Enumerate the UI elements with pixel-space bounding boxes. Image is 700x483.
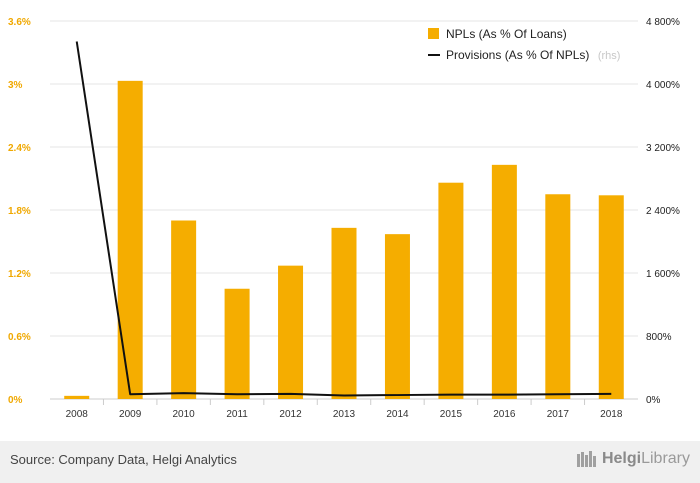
- x-tick-label: 2013: [333, 409, 356, 420]
- bar-2010: [171, 220, 197, 399]
- x-tick-label: 2014: [386, 409, 409, 420]
- y-left-tick-label: 0.6%: [8, 332, 31, 343]
- y-right-tick-label: 4 800%: [646, 17, 680, 28]
- x-tick-label: 2008: [66, 409, 89, 420]
- y-left-tick-label: 3%: [8, 80, 23, 91]
- y-axis-right: 0% 800% 1 600% 2 400% 3 200% 4 000% 4 800%: [646, 17, 680, 406]
- bar-2009: [117, 80, 143, 399]
- y-right-tick-label: 4 000%: [646, 80, 680, 91]
- y-left-tick-label: 2.4%: [8, 143, 31, 154]
- bar-2018: [598, 195, 624, 399]
- legend: NPLs (As % Of Loans) Provisions (As % Of…: [428, 27, 620, 63]
- bar-2016: [491, 164, 517, 399]
- x-tick-label: 2018: [600, 409, 623, 420]
- logo-text-a: Helgi: [601, 450, 642, 467]
- y-left-tick-label: 1.2%: [8, 269, 31, 280]
- bar-2008: [64, 395, 90, 399]
- bar-2015: [438, 182, 464, 399]
- provisions-line: [75, 41, 612, 397]
- x-tick-label: 2009: [119, 409, 142, 420]
- grid-lines: [50, 20, 638, 405]
- logo-text: HelgiLibrary: [602, 450, 690, 468]
- bar-2012: [278, 265, 304, 399]
- legend-label-provisions-text: Provisions (As % Of NPLs): [446, 48, 589, 62]
- x-tick-label: 2010: [173, 409, 196, 420]
- logo-text-b: Library: [641, 450, 690, 467]
- helgi-library-logo: HelgiLibrary: [576, 450, 690, 468]
- y-left-tick-label: 3.6%: [8, 17, 31, 28]
- y-left-tick-label: 1.8%: [8, 206, 31, 217]
- legend-label-rhs: (rhs): [598, 50, 621, 62]
- y-left-tick-label: 0%: [8, 395, 23, 406]
- bar-series: [64, 80, 624, 399]
- legend-swatch-npls: [428, 28, 439, 39]
- y-right-tick-label: 3 200%: [646, 143, 680, 154]
- bar-2013: [331, 227, 357, 399]
- x-tick-label: 2017: [547, 409, 570, 420]
- books-icon: [576, 451, 596, 467]
- x-tick-label: 2016: [493, 409, 516, 420]
- legend-label-provisions: Provisions (As % Of NPLs) (rhs): [446, 46, 620, 63]
- bar-2011: [224, 288, 250, 399]
- y-axis-left: 0% 0.6% 1.2% 1.8% 2.4% 3% 3.6%: [8, 17, 31, 406]
- y-right-tick-label: 2 400%: [646, 206, 680, 217]
- x-tick-label: 2012: [279, 409, 302, 420]
- chart: 0% 0.6% 1.2% 1.8% 2.4% 3% 3.6% 0% 800% 1 600% 2 4…: [8, 17, 680, 420]
- footer: Source: Company Data, Helgi Analytics He…: [0, 441, 700, 483]
- y-right-tick-label: 0%: [646, 395, 661, 406]
- x-tick-label: 2011: [226, 409, 248, 420]
- x-tick-label: 2015: [440, 409, 463, 420]
- y-right-tick-label: 1 600%: [646, 269, 680, 280]
- source-text: Source: Company Data, Helgi Analytics: [10, 452, 237, 467]
- bar-2014: [384, 234, 410, 399]
- bar-2017: [545, 194, 571, 399]
- x-axis: 2008 2009 2010 2011 2012 2013 2014 2015 2016 2017…: [66, 409, 623, 420]
- line-series: [75, 41, 612, 397]
- y-right-tick-label: 800%: [646, 332, 672, 343]
- legend-label-npls: NPLs (As % Of Loans): [446, 27, 567, 41]
